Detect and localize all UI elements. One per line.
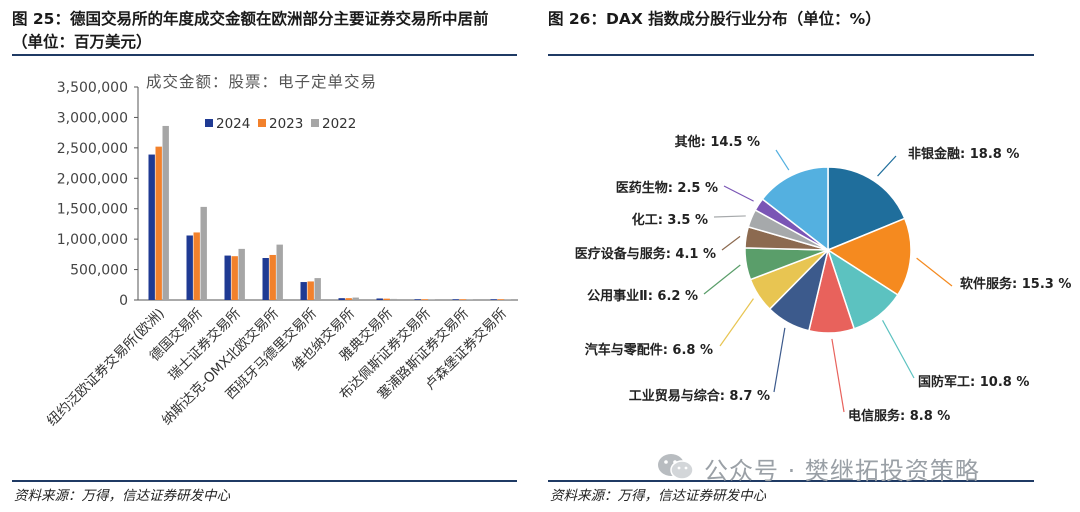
bar-2023-3 bbox=[269, 254, 276, 300]
bar-2024-7 bbox=[414, 299, 421, 300]
left-source-rule bbox=[12, 480, 517, 482]
y-tick-label: 3,000,000 bbox=[57, 110, 128, 126]
bar-2022-3 bbox=[276, 244, 283, 300]
bar-2022-5 bbox=[352, 297, 359, 300]
legend-swatch-2023 bbox=[258, 119, 266, 127]
pie-leader-line-7 bbox=[721, 235, 741, 251]
pie-leader-line-2 bbox=[882, 320, 915, 379]
pie-slice-0 bbox=[827, 166, 906, 252]
left-figure-panel: 图 25：德国交易所的年度成交金额在欧洲部分主要证券交易所中居前（单位：百万美元… bbox=[0, 0, 530, 512]
pie-label-9: 医药生物: 2.5 % bbox=[616, 180, 718, 196]
right-figure-title: 图 26：DAX 指数成分股行业分布（单位：%） bbox=[548, 10, 881, 28]
y-tick-label: 2,500,000 bbox=[57, 141, 128, 157]
pie-leader-line-4 bbox=[773, 327, 786, 393]
bar-2024-3 bbox=[262, 258, 269, 300]
y-tick-label: 0 bbox=[119, 293, 128, 309]
bar-2024-9 bbox=[490, 299, 497, 300]
pie-leader-line-5 bbox=[719, 298, 754, 347]
pie-chart: 非银金融: 18.8 % 软件服务: 15.3 % 国防军工: 10.8 % 电信服务… bbox=[575, 134, 1072, 424]
bar-2022-7 bbox=[428, 299, 435, 300]
pie-label-10: 其他: 14.5 % bbox=[675, 134, 760, 150]
left-figure-title: 图 25：德国交易所的年度成交金额在欧洲部分主要证券交易所中居前（单位：百万美元… bbox=[12, 10, 489, 51]
pie-leader-line-9 bbox=[723, 185, 754, 202]
right-figure-panel: 图 26：DAX 指数成分股行业分布（单位：%） 非银金融: 18.8 % 软件服… bbox=[548, 0, 1080, 512]
watermark: 公众号 · 樊继拓投资策略 bbox=[656, 450, 1046, 485]
bar-2024-0 bbox=[148, 154, 155, 300]
bar-chart: 0 500,000 1,000,000 1,500,000 2,000,000 2,500… bbox=[43, 73, 518, 429]
bar-2023-1 bbox=[193, 232, 200, 300]
pie-leader-line-3 bbox=[831, 338, 845, 413]
bar-2022-4 bbox=[314, 278, 321, 300]
pie-label-4: 工业贸易与综合: 8.7 % bbox=[629, 388, 770, 404]
chart-annotation: 成交金额：股票：电子定单交易 bbox=[146, 73, 377, 91]
legend-swatch-2024 bbox=[205, 119, 213, 127]
legend-label-2022: 2022 bbox=[322, 116, 356, 132]
legend-label-2023: 2023 bbox=[269, 116, 303, 132]
y-tick-label: 2,000,000 bbox=[57, 171, 128, 187]
bar-2024-8 bbox=[452, 299, 459, 300]
bar-2022-8 bbox=[466, 299, 473, 300]
pie-label-0: 非银金融: 18.8 % bbox=[908, 146, 1019, 162]
y-tick-label: 1,000,000 bbox=[57, 232, 128, 248]
right-title-rule bbox=[548, 54, 1034, 56]
bar-2024-5 bbox=[338, 298, 345, 300]
pie-label-3: 电信服务: 8.8 % bbox=[848, 408, 950, 424]
bar-2023-7 bbox=[421, 299, 428, 300]
bar-2023-6 bbox=[383, 298, 390, 300]
bar-2022-1 bbox=[200, 206, 207, 300]
bar-2022-2 bbox=[238, 248, 245, 300]
bar-2023-5 bbox=[345, 298, 352, 300]
left-title-rule bbox=[12, 54, 517, 56]
bar-2022-6 bbox=[390, 298, 397, 300]
bar-2023-0 bbox=[155, 146, 162, 300]
pie-leader-line-0 bbox=[877, 155, 897, 177]
bar-2023-4 bbox=[307, 281, 314, 300]
bar-2023-8 bbox=[459, 299, 466, 300]
bar-2022-9 bbox=[504, 299, 511, 300]
pie-slice-10 bbox=[761, 166, 829, 252]
pie-label-5: 汽车与零配件: 6.8 % bbox=[585, 342, 713, 358]
bar-2023-2 bbox=[231, 256, 238, 300]
y-tick-label: 500,000 bbox=[70, 263, 128, 279]
legend-label-2024: 2024 bbox=[216, 116, 250, 132]
y-tick-label: 1,500,000 bbox=[57, 202, 128, 218]
pie-leader-line-1 bbox=[916, 257, 953, 287]
left-source: 资料来源：万得，信达证券研发中心 bbox=[14, 488, 230, 504]
bar-2024-1 bbox=[186, 235, 193, 300]
right-source: 资料来源：万得，信达证券研发中心 bbox=[550, 488, 766, 504]
right-source-rule bbox=[548, 480, 1034, 482]
pie-label-1: 软件服务: 15.3 % bbox=[960, 276, 1071, 292]
legend-swatch-2022 bbox=[311, 119, 319, 127]
pie-leader-line-6 bbox=[703, 264, 741, 295]
pie-label-8: 化工: 3.5 % bbox=[632, 212, 708, 228]
pie-leader-line-10 bbox=[775, 149, 790, 171]
bar-2024-2 bbox=[224, 255, 231, 300]
wechat-icon bbox=[658, 454, 694, 480]
bar-2024-6 bbox=[376, 298, 383, 300]
watermark-text: 公众号 · 樊继拓投资策略 bbox=[704, 457, 980, 485]
bar-2022-0 bbox=[162, 125, 169, 300]
pie-label-2: 国防军工: 10.8 % bbox=[918, 374, 1029, 390]
bar-2024-4 bbox=[300, 282, 307, 300]
pie-label-7: 医疗设备与服务: 4.1 % bbox=[575, 246, 716, 262]
pie-leader-line-8 bbox=[713, 215, 746, 218]
pie-label-6: 公用事业Ⅱ: 6.2 % bbox=[587, 288, 698, 304]
bar-2023-9 bbox=[497, 299, 504, 300]
x-tick-label: 纽约泛欧证券交易所(欧洲) bbox=[43, 305, 167, 429]
pie-slice-1 bbox=[826, 217, 912, 296]
y-tick-label: 3,500,000 bbox=[57, 80, 128, 96]
